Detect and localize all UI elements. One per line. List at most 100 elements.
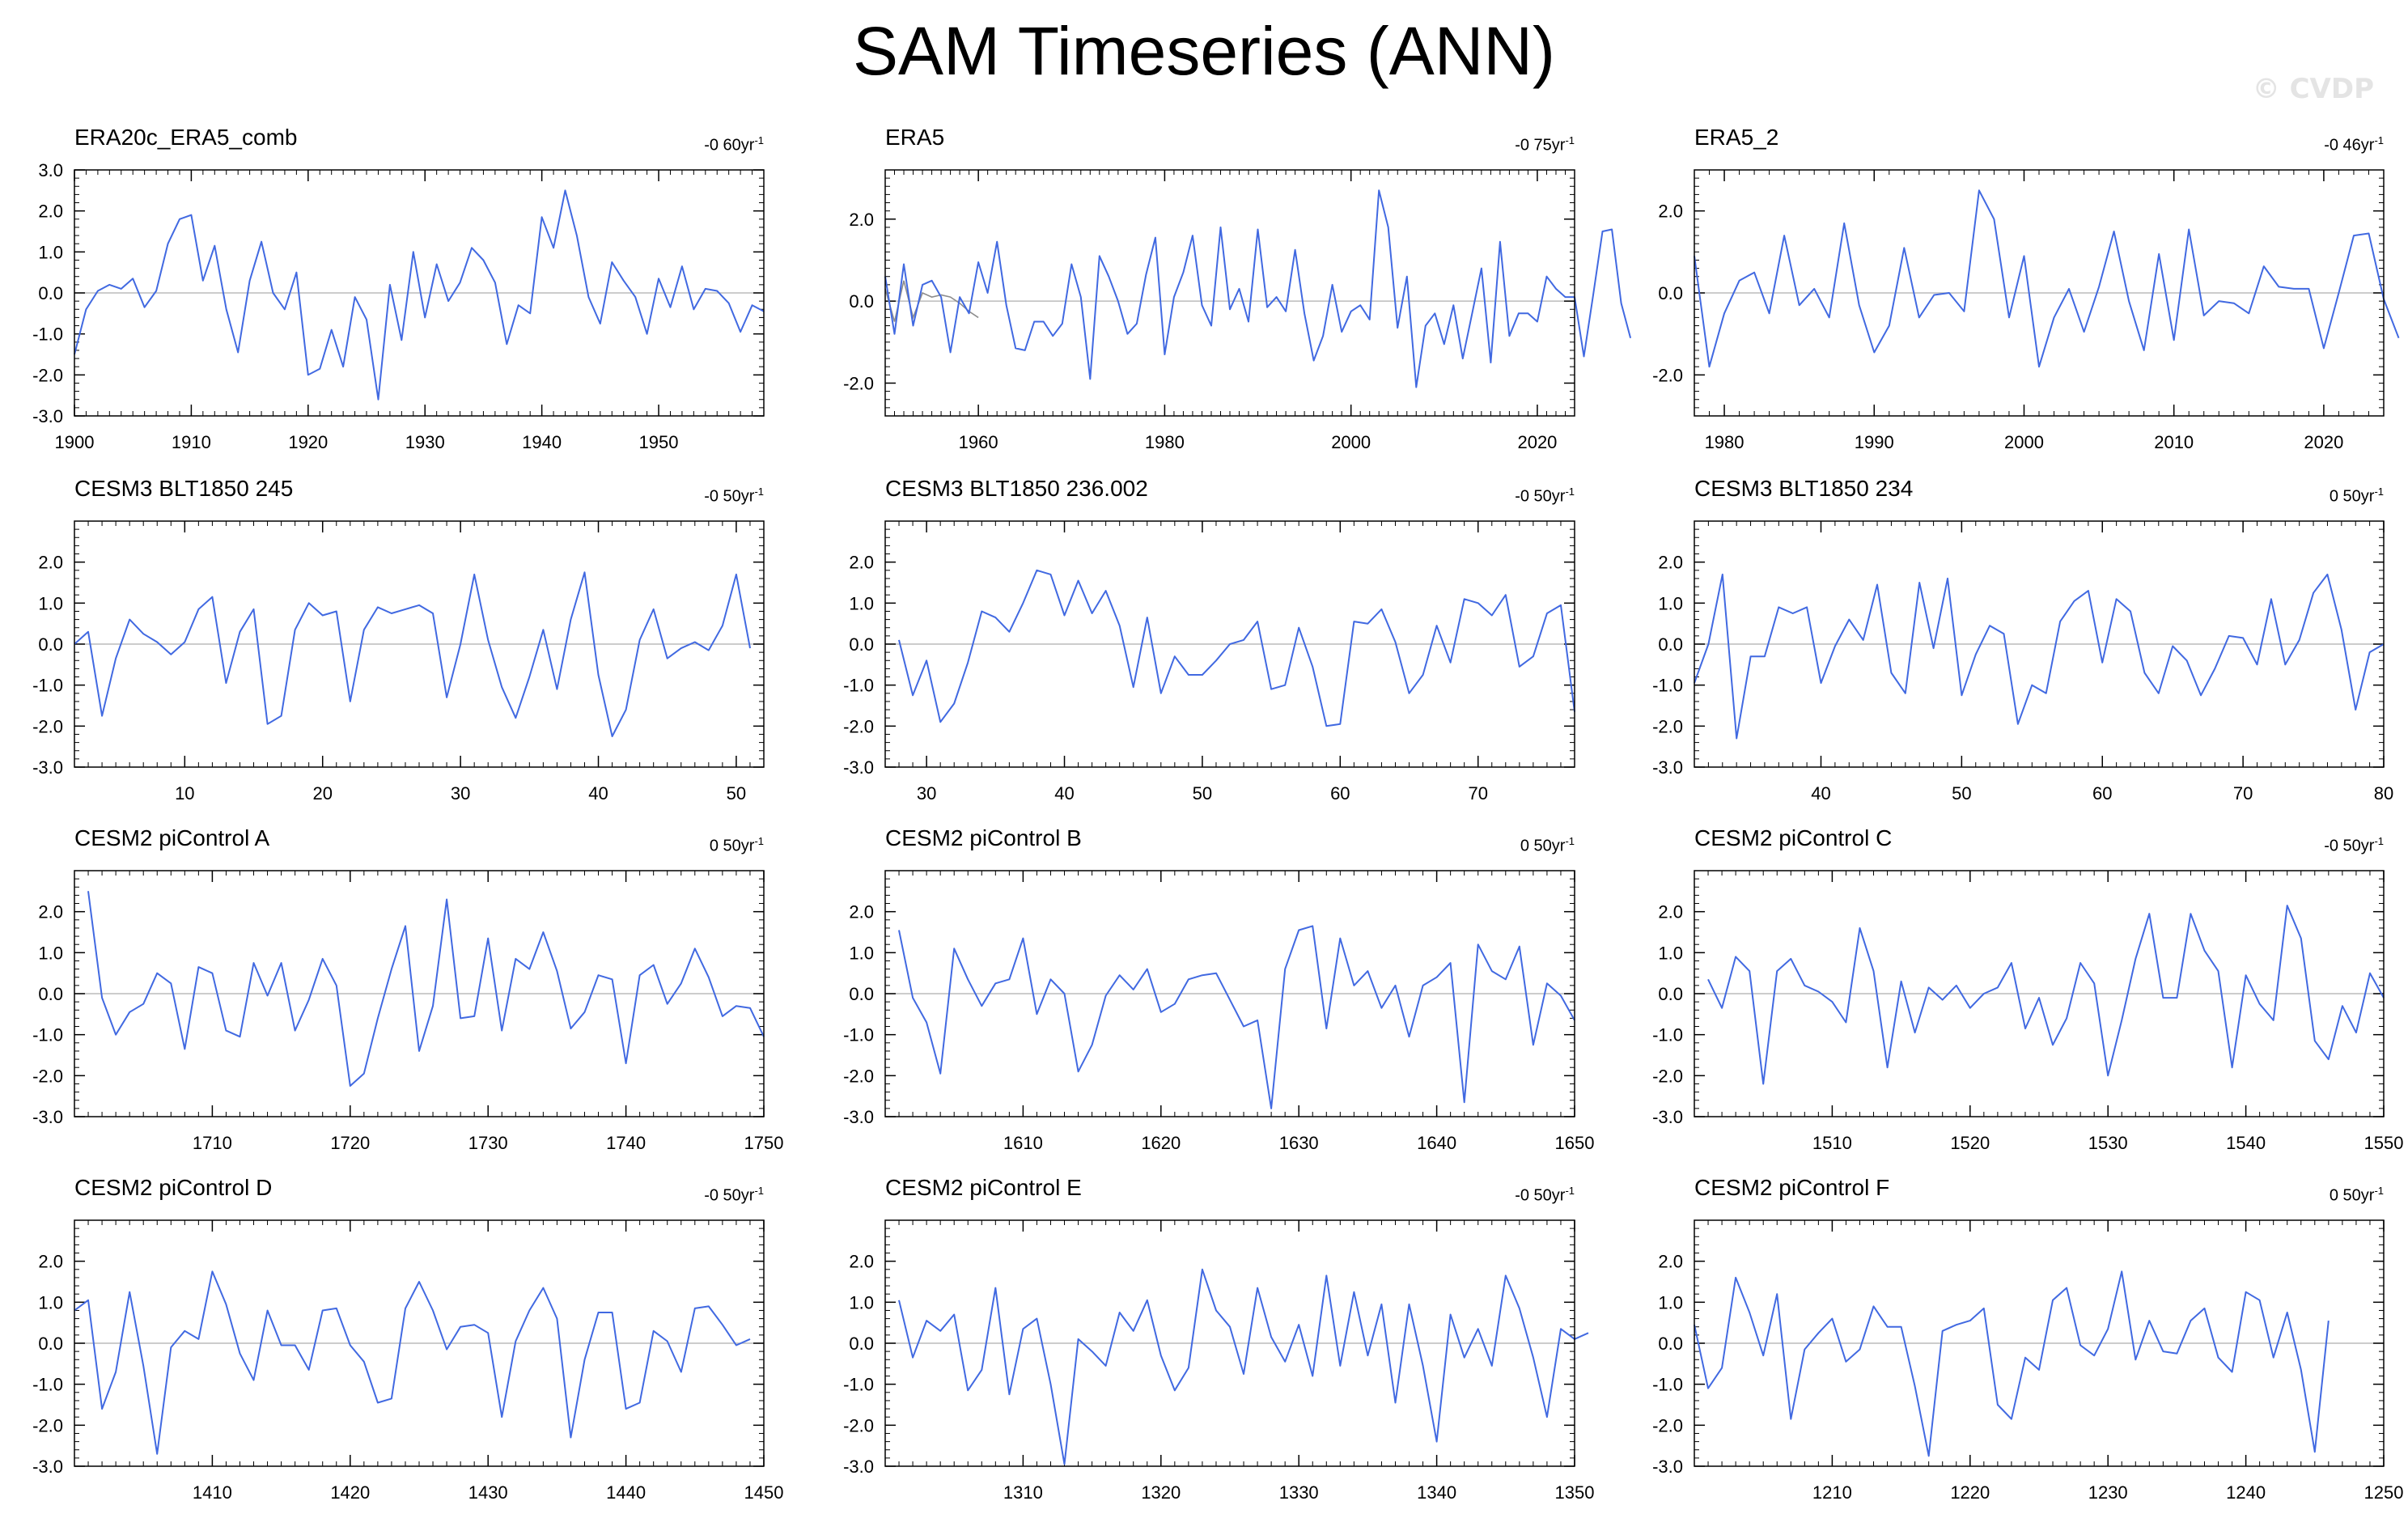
y-tick-label: 2.0 xyxy=(1658,553,1683,573)
x-tick-label: 1330 xyxy=(1279,1482,1319,1503)
x-tick-label: 2000 xyxy=(1331,432,1371,452)
y-tick-label: 2.0 xyxy=(849,553,874,573)
trend-label: 0 50yr-1 xyxy=(2141,482,2384,507)
plot-frame xyxy=(884,1219,1575,1467)
x-tick-label: 1530 xyxy=(2088,1133,2128,1153)
x-tick-label: 1320 xyxy=(1141,1482,1181,1503)
x-tick-label: 2020 xyxy=(1517,432,1557,452)
y-tick-label: -1.0 xyxy=(32,1375,63,1395)
x-tick-label: 2020 xyxy=(2304,432,2343,452)
sam-series-line xyxy=(1694,573,2385,740)
trend-label: -0 46yr-1 xyxy=(2141,131,2384,155)
trend-label: -0 50yr-1 xyxy=(521,1181,764,1206)
trend-value: 0 50yr xyxy=(1520,837,1566,855)
x-tick-label: 70 xyxy=(2233,783,2253,804)
y-tick-label: -2.0 xyxy=(32,1066,63,1086)
y-tick-label: -2.0 xyxy=(32,1415,63,1435)
y-tick-label: 2.0 xyxy=(1658,902,1683,922)
trend-value: -0 50yr xyxy=(1515,1186,1566,1205)
plot-frame xyxy=(1694,520,2385,768)
x-tick-label: 1550 xyxy=(2364,1133,2404,1153)
y-tick-label: -1.0 xyxy=(843,676,874,696)
x-tick-label: 1540 xyxy=(2226,1133,2266,1153)
y-tick-label: -3.0 xyxy=(32,1457,63,1477)
y-tick-label: 1.0 xyxy=(38,1292,63,1312)
trend-exponent: -1 xyxy=(754,1185,764,1197)
y-tick-label: 0.0 xyxy=(1658,283,1683,303)
plot-frame xyxy=(1694,1219,2385,1467)
y-tick-label: 2.0 xyxy=(38,553,63,573)
y-tick-label: -3.0 xyxy=(843,757,874,778)
trend-label: 0 50yr-1 xyxy=(1332,832,1575,856)
x-tick-label: 1340 xyxy=(1417,1482,1456,1503)
sam-series-line xyxy=(87,891,765,1087)
x-tick-label: 1620 xyxy=(1141,1133,1181,1153)
x-tick-label: 40 xyxy=(1054,783,1074,804)
panel-title: CESM3 BLT1850 236.002 xyxy=(885,476,1148,501)
y-tick-label: 1.0 xyxy=(1658,1292,1683,1312)
y-tick-label: -3.0 xyxy=(1652,1107,1683,1127)
trend-exponent: -1 xyxy=(1565,835,1575,847)
trend-label: -0 60yr-1 xyxy=(521,131,764,155)
y-tick-label: -2.0 xyxy=(843,373,874,393)
y-tick-label: 0.0 xyxy=(38,1334,63,1354)
x-tick-label: 1650 xyxy=(1555,1133,1595,1153)
sam-series-line xyxy=(74,1270,751,1455)
y-tick-label: 1.0 xyxy=(1658,943,1683,963)
trend-value: -0 50yr xyxy=(1515,487,1566,506)
timeseries-plot: 2.0 0.0 -2.0 1980 1990 2000 2010 2020 xyxy=(1652,169,2400,452)
panel-title: CESM2 piControl C xyxy=(1694,825,1893,850)
page-title: SAM Timeseries (ANN) xyxy=(852,13,1556,89)
x-tick-label: 1430 xyxy=(468,1482,508,1503)
timeseries-plot: 2.0 1.0 0.0 -1.0 -2.0 -3.0 1310 1320 1330 1340 135… xyxy=(843,1219,1594,1503)
x-tick-label: 20 xyxy=(312,783,332,804)
y-tick-label: 0.0 xyxy=(38,634,63,655)
x-tick-label: 40 xyxy=(588,783,608,804)
y-tick-label: 2.0 xyxy=(38,201,63,222)
trend-label: 0 50yr-1 xyxy=(2141,1181,2384,1206)
x-tick-label: 1710 xyxy=(193,1133,232,1153)
y-tick-label: -1.0 xyxy=(32,324,63,345)
trend-label: -0 50yr-1 xyxy=(2141,832,2384,856)
x-tick-label: 1750 xyxy=(744,1133,784,1153)
plot-frame xyxy=(1694,870,2385,1117)
timeseries-plot: 2.0 1.0 0.0 -1.0 -2.0 -3.0 1410 1420 1430 1440 145… xyxy=(32,1219,783,1503)
y-tick-label: -1.0 xyxy=(1652,676,1683,696)
x-tick-label: 1960 xyxy=(959,432,998,452)
x-tick-label: 50 xyxy=(1193,783,1212,804)
trend-exponent: -1 xyxy=(2374,486,2384,498)
y-tick-label: 1.0 xyxy=(849,1292,874,1312)
sam-series-line xyxy=(898,1268,1589,1465)
x-tick-label: 40 xyxy=(1811,783,1830,804)
x-tick-label: 1210 xyxy=(1812,1482,1852,1503)
trend-value: 0 50yr xyxy=(2329,1186,2375,1205)
trend-value: -0 75yr xyxy=(1515,136,1566,155)
y-tick-label: 0.0 xyxy=(849,634,874,655)
panel-title: CESM2 piControl D xyxy=(74,1175,273,1200)
trend-exponent: -1 xyxy=(1565,134,1575,146)
trend-value: -0 46yr xyxy=(2324,136,2375,155)
sam-series-line xyxy=(74,571,751,737)
trend-value: -0 60yr xyxy=(704,136,755,155)
timeseries-plot: 2.0 1.0 0.0 -1.0 -2.0 -3.0 1510 1520 1530 1540 155… xyxy=(1652,870,2403,1153)
panel-title: CESM3 BLT1850 234 xyxy=(1694,476,1914,501)
trend-exponent: -1 xyxy=(1565,1185,1575,1197)
panel-title: CESM2 piControl B xyxy=(885,825,1082,850)
timeseries-plot: 2.0 1.0 0.0 -1.0 -2.0 -3.0 40 50 60 70 80 xyxy=(1652,520,2393,804)
x-tick-label: 1520 xyxy=(1950,1133,1990,1153)
y-tick-label: -2.0 xyxy=(843,1066,874,1086)
y-tick-label: 1.0 xyxy=(849,943,874,963)
y-tick-label: -2.0 xyxy=(1652,1066,1683,1086)
y-tick-label: 2.0 xyxy=(849,1252,874,1272)
trend-label: 0 50yr-1 xyxy=(521,832,764,856)
x-tick-label: 1950 xyxy=(639,432,679,452)
y-tick-label: 2.0 xyxy=(38,902,63,922)
trend-exponent: -1 xyxy=(2374,835,2384,847)
sam-series-line xyxy=(1694,189,2400,368)
y-tick-label: 0.0 xyxy=(1658,634,1683,655)
x-tick-label: 1930 xyxy=(405,432,445,452)
y-tick-label: 0.0 xyxy=(38,984,63,1004)
x-tick-label: 1720 xyxy=(330,1133,370,1153)
x-tick-label: 10 xyxy=(175,783,194,804)
